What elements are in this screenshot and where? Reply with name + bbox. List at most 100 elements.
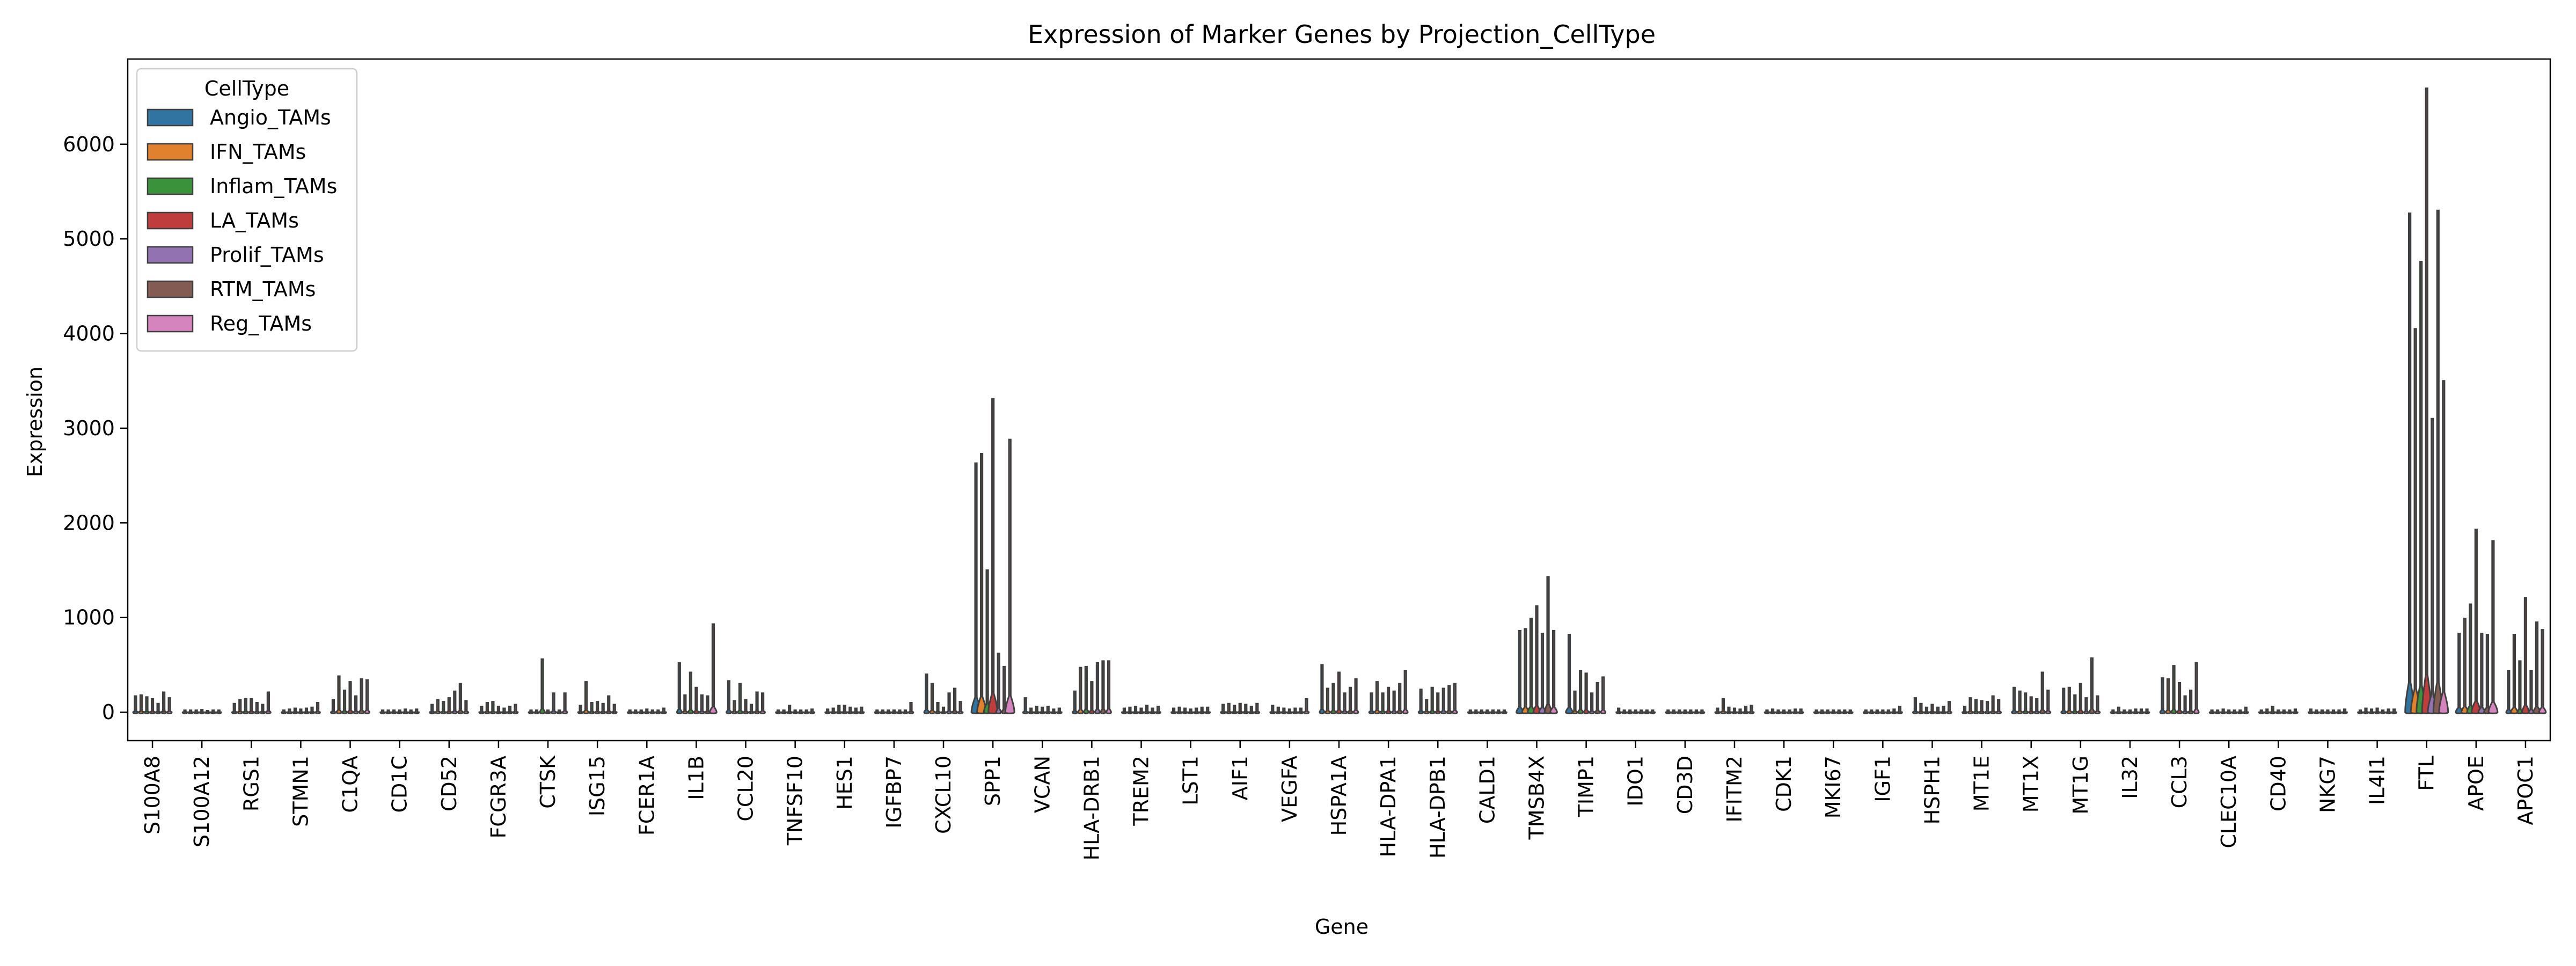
violin-HSPA1A-IFN_TAMs: [1324, 687, 1331, 714]
violin-HSPH1-LA_TAMs: [1929, 704, 1936, 714]
violin-RGS1-Inflam_TAMs: [242, 698, 249, 714]
violin-HLA-DPA1-Angio_TAMs: [1368, 692, 1375, 714]
x-tick-label: VCAN: [1030, 756, 1054, 813]
violin-STMN1-IFN_TAMs: [286, 708, 293, 714]
violin-HLA-DPA1-IFN_TAMs: [1374, 681, 1380, 714]
violin-S100A12-IFN_TAMs: [187, 709, 194, 714]
x-tick-label: HLA-DPA1: [1377, 756, 1400, 857]
violin-TIMP1-Angio_TAMs: [1565, 633, 1574, 714]
violin-C1QA-Reg_TAMs: [364, 679, 371, 714]
violin-IGF1-IFN_TAMs: [1868, 709, 1875, 714]
violin-TREM2-Inflam_TAMs: [1132, 706, 1139, 714]
violin-CXCL10-Reg_TAMs: [957, 701, 964, 714]
x-tick-label: SPP1: [981, 756, 1005, 806]
violin-C1QA-Prolif_TAMs: [353, 695, 360, 714]
violin-CLEC10A-RTM_TAMs: [2237, 709, 2244, 714]
violin-TNFSF10-Inflam_TAMs: [786, 705, 793, 714]
y-tick-label: 3000: [63, 416, 115, 440]
violin-HES1-RTM_TAMs: [852, 707, 859, 714]
violin-APOC1-RTM_TAMs: [2533, 621, 2541, 714]
violin-MKI67-Prolif_TAMs: [1835, 709, 1842, 714]
violin-MT1X-RTM_TAMs: [2039, 671, 2046, 714]
violin-ISG15-Prolif_TAMs: [599, 702, 606, 714]
violin-CD52-Prolif_TAMs: [451, 690, 458, 714]
violin-CALD1-LA_TAMs: [1484, 709, 1491, 714]
x-tick-label: TIMP1: [1575, 756, 1598, 817]
violin-CXCL10-Angio_TAMs: [923, 674, 930, 714]
violin-IL1B-Prolif_TAMs: [699, 694, 705, 714]
violin-TNFSF10-LA_TAMs: [792, 709, 799, 714]
violin-MKI67-Inflam_TAMs: [1824, 709, 1831, 714]
legend-item-Angio_TAMs: Angio_TAMs: [147, 106, 331, 129]
violin-MT1X-Reg_TAMs: [2045, 690, 2052, 714]
violin-APOE-Prolif_TAMs: [2477, 633, 2486, 714]
violin-MKI67-Reg_TAMs: [1847, 709, 1854, 714]
violin-MT1G-Angio_TAMs: [2060, 687, 2067, 714]
violin-IDO1-RTM_TAMs: [1643, 709, 1650, 714]
violin-S100A8-Prolif_TAMs: [155, 702, 162, 714]
axes: 0 1000 2000 3000 4000 5000 6000 S100A8 S100A12 RG…: [63, 58, 2551, 860]
violin-FCER1A-Angio_TAMs: [626, 709, 633, 714]
violin-CLEC10A-Inflam_TAMs: [2220, 708, 2227, 714]
legend-swatch: [147, 211, 194, 230]
violin-CD40-Angio_TAMs: [2258, 709, 2265, 714]
violin-CXCL10-IFN_TAMs: [929, 683, 935, 714]
violin-CTSK-LA_TAMs: [545, 709, 551, 714]
violin-CCL20-Reg_TAMs: [759, 692, 766, 714]
violin-FCGR3A-IFN_TAMs: [484, 701, 491, 714]
gene-group-HLA-DRB1: [1071, 660, 1112, 714]
violin-CCL20-RTM_TAMs: [753, 691, 760, 714]
violin-CDK1-Prolif_TAMs: [1786, 709, 1793, 714]
gene-group-STMN1: [280, 701, 321, 714]
violin-VEGFA-Inflam_TAMs: [1280, 707, 1287, 714]
violin-HSPH1-IFN_TAMs: [1918, 702, 1924, 714]
violin-FCER1A-LA_TAMs: [643, 708, 650, 714]
violin-FCGR3A-RTM_TAMs: [507, 706, 513, 714]
violin-CCL20-LA_TAMs: [742, 699, 749, 714]
x-tick-label: CCL3: [2168, 756, 2191, 808]
violin-AIF1-IFN_TAMs: [1225, 702, 1232, 714]
violin-VEGFA-LA_TAMs: [1286, 708, 1293, 714]
violin-IL1B-RTM_TAMs: [704, 695, 711, 714]
violin-TNFSF10-RTM_TAMs: [803, 709, 810, 714]
violin-APOC1-Angio_TAMs: [2505, 669, 2512, 714]
violin-HLA-DPA1-LA_TAMs: [1385, 686, 1392, 714]
violin-CD3D-Prolif_TAMs: [1687, 709, 1694, 714]
legend-box: [136, 68, 358, 352]
violin-CCL3-Prolif_TAMs: [2182, 695, 2189, 714]
violin-MT1E-Angio_TAMs: [1962, 706, 1968, 714]
x-tick-label: MKI67: [1821, 756, 1845, 818]
violin-CALD1-Prolif_TAMs: [1489, 709, 1496, 714]
violin-MT1E-Prolif_TAMs: [1984, 701, 1991, 714]
violin-CXCL10-LA_TAMs: [940, 706, 947, 714]
legend-label: Angio_TAMs: [210, 106, 331, 129]
gene-group-IGF1: [1862, 706, 1903, 714]
violin-MKI67-LA_TAMs: [1830, 709, 1837, 714]
violin-HSPH1-Prolif_TAMs: [1935, 706, 1941, 714]
violin-MT1G-Reg_TAMs: [2094, 695, 2101, 714]
violin-IDO1-Prolif_TAMs: [1638, 709, 1645, 714]
x-tick-label: CD3D: [1673, 756, 1697, 814]
gene-group-IL32: [2110, 706, 2150, 714]
violin-TMSB4X-Reg_TAMs: [1549, 630, 1558, 714]
violin-FCER1A-Reg_TAMs: [660, 707, 667, 714]
violin-CD3D-IFN_TAMs: [1670, 709, 1677, 714]
violin-FCER1A-RTM_TAMs: [655, 709, 662, 714]
violin-HES1-IFN_TAMs: [830, 707, 837, 714]
violin-LST1-LA_TAMs: [1187, 708, 1194, 714]
legend-item-LA_TAMs: LA_TAMs: [147, 209, 299, 232]
violin-HSPA1A-Prolif_TAMs: [1341, 692, 1348, 714]
violin-NKG7-IFN_TAMs: [2313, 709, 2320, 714]
violin-SPP1-Reg_TAMs: [1004, 438, 1015, 714]
legend-item-Prolif_TAMs: Prolif_TAMs: [147, 243, 324, 267]
violin-APOC1-Reg_TAMs: [2538, 629, 2547, 714]
violin-TIMP1-RTM_TAMs: [1594, 682, 1601, 714]
gene-group-HLA-DPA1: [1368, 669, 1409, 714]
gene-group-TIMP1: [1565, 633, 1607, 714]
legend-label: Reg_TAMs: [210, 312, 312, 335]
x-tick-label: NKG7: [2316, 756, 2339, 813]
violin-FTL-Inflam_TAMs: [2416, 260, 2427, 714]
violin-IGFBP7-LA_TAMs: [890, 709, 897, 714]
legend-label: Inflam_TAMs: [210, 174, 337, 198]
